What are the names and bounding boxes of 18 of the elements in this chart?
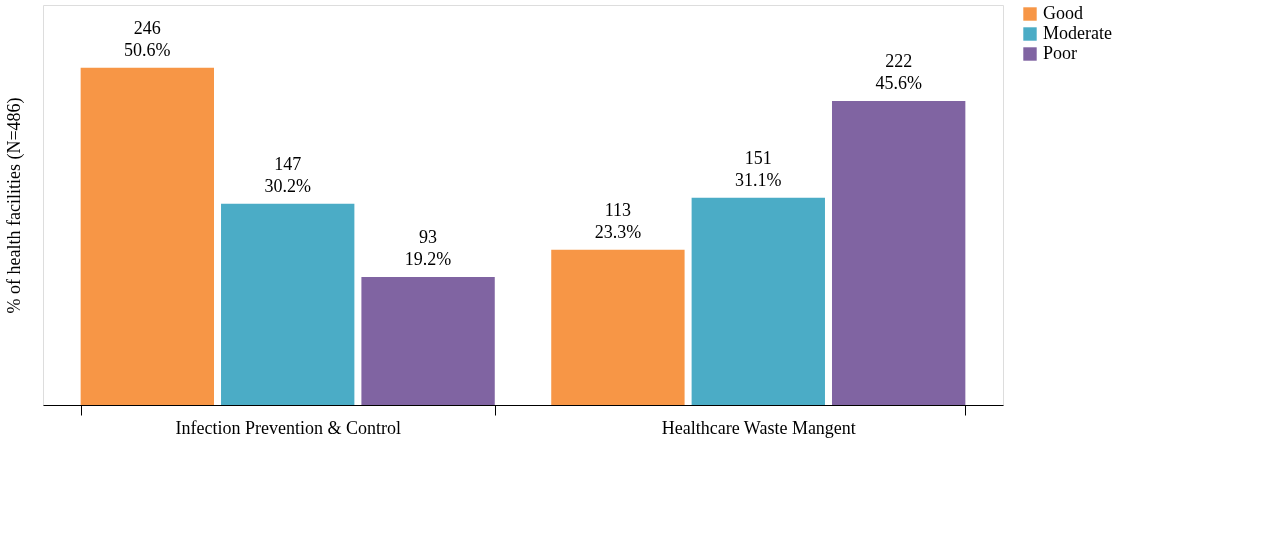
- legend-label: Good: [1043, 3, 1083, 23]
- bar: [361, 277, 495, 405]
- data-label: 147 30.2%: [264, 153, 311, 196]
- bar: [221, 203, 355, 405]
- bar: [551, 249, 685, 405]
- data-label: 113 23.3%: [594, 199, 642, 242]
- legend-label: Moderate: [1043, 23, 1112, 43]
- x-tick-label: Infection Prevention & Control: [175, 417, 401, 438]
- bar: [831, 101, 966, 405]
- data-label: 151 31.1%: [735, 147, 782, 190]
- data-label: 246 50.6%: [124, 17, 171, 60]
- data-label: 93 19.2%: [404, 227, 452, 269]
- data-label: 222 45.6%: [875, 51, 922, 93]
- bar: [691, 197, 825, 405]
- legend-label: Poor: [1043, 43, 1078, 63]
- bar: [80, 67, 215, 405]
- y-axis-title: % of health facilities (N=486): [3, 97, 25, 314]
- x-tick-label: Healthcare Waste Mangent: [661, 417, 856, 438]
